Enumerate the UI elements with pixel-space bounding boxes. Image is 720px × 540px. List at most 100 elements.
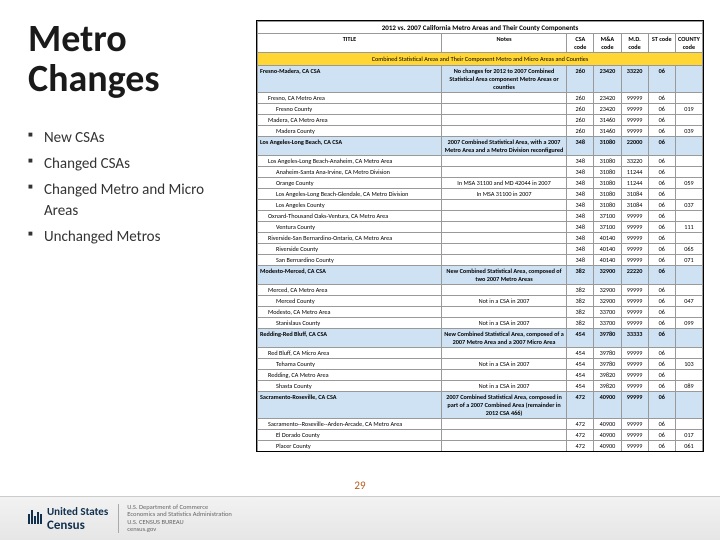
row-code: 382	[567, 296, 594, 307]
bullet-item: Unchanged Metros	[28, 227, 238, 247]
row-code: 472	[567, 392, 594, 419]
table-row: Redding-Red Bluff, CA CSANew Combined St…	[258, 329, 703, 348]
row-notes	[441, 200, 566, 211]
row-notes: In MSA 31100 in 2007	[441, 189, 566, 200]
row-title: Los Angeles-Long Beach, CA CSA	[258, 137, 442, 156]
row-code: 382	[567, 307, 594, 318]
row-code: 06	[648, 452, 675, 453]
row-code: 103	[675, 359, 702, 370]
row-code: 260	[567, 104, 594, 115]
row-code	[675, 211, 702, 222]
row-code: 99999	[621, 104, 648, 115]
row-code: 99999	[621, 244, 648, 255]
table-header-row: TITLE Notes CSA code M&A code M.D. code …	[258, 34, 703, 53]
row-code: 99999	[621, 222, 648, 233]
row-code: 31460	[594, 115, 621, 126]
table-row: Los Angeles County348310803108406037	[258, 200, 703, 211]
row-code	[675, 115, 702, 126]
row-title: Tehama County	[258, 359, 442, 370]
row-notes	[441, 233, 566, 244]
table-section-row: Combined Statistical Areas and Their Com…	[258, 53, 703, 66]
row-code: 33333	[621, 329, 648, 348]
row-code	[675, 266, 702, 285]
table-row: Madera County260314609999906039	[258, 126, 703, 137]
row-code: 111	[675, 222, 702, 233]
table-row: Shasta CountyNot in a CSA in 20074543982…	[258, 381, 703, 392]
bullet-list: New CSAs Changed CSAs Changed Metro and …	[28, 128, 238, 247]
row-code: 382	[567, 285, 594, 296]
row-code: 31080	[594, 189, 621, 200]
row-code	[675, 66, 702, 93]
row-code: 06	[648, 329, 675, 348]
row-code: 31084	[621, 189, 648, 200]
row-title: Modesto, CA Metro Area	[258, 307, 442, 318]
row-title: Riverside-San Bernardino-Ontario, CA Met…	[258, 233, 442, 244]
row-title: Madera, CA Metro Area	[258, 115, 442, 126]
row-code: 06	[648, 93, 675, 104]
row-notes	[441, 307, 566, 318]
left-column: Metro Changes New CSAs Changed CSAs Chan…	[28, 20, 238, 253]
row-notes: Not in a CSA in 2007	[441, 318, 566, 329]
row-code: 06	[648, 359, 675, 370]
table-row: Placer County472409009999906061	[258, 441, 703, 452]
row-notes	[441, 441, 566, 452]
table-row: Riverside County348401409999906065	[258, 244, 703, 255]
table-row: Riverside-San Bernardino-Ontario, CA Met…	[258, 233, 703, 244]
row-code: 06	[648, 419, 675, 430]
row-code: 06	[648, 307, 675, 318]
table-row: Los Angeles-Long Beach-Anaheim, CA Metro…	[258, 156, 703, 167]
row-code: 06	[648, 233, 675, 244]
row-code	[675, 156, 702, 167]
row-title: Fresno County	[258, 104, 442, 115]
row-title: Los Angeles-Long Beach-Glendale, CA Metr…	[258, 189, 442, 200]
table-row: Los Angeles-Long Beach, CA CSA2007 Combi…	[258, 137, 703, 156]
table-row: Stanislaus CountyNot in a CSA in 2007382…	[258, 318, 703, 329]
row-code: 472	[567, 430, 594, 441]
row-title: Red Bluff, CA Micro Area	[258, 348, 442, 359]
row-code	[675, 93, 702, 104]
table-row: Fresno County260234209999906019	[258, 104, 703, 115]
row-code: 06	[648, 137, 675, 156]
row-code: 099	[675, 318, 702, 329]
row-code: 06	[648, 115, 675, 126]
row-code: 06	[648, 296, 675, 307]
row-title: El Dorado County	[258, 430, 442, 441]
row-code: 32900	[594, 285, 621, 296]
row-title: Fresno, CA Metro Area	[258, 93, 442, 104]
row-notes	[441, 167, 566, 178]
row-code: 06	[648, 104, 675, 115]
row-code: 06	[648, 381, 675, 392]
row-code: 31080	[594, 178, 621, 189]
row-notes	[441, 156, 566, 167]
row-code: 40900	[594, 430, 621, 441]
row-title: Merced, CA Metro Area	[258, 285, 442, 296]
bullet-item: New CSAs	[28, 128, 238, 148]
table-row: Fresno-Madera, CA CSANo changes for 2012…	[258, 66, 703, 93]
row-code: 39780	[594, 359, 621, 370]
row-title: Riverside County	[258, 244, 442, 255]
row-code: 99999	[621, 348, 648, 359]
col-header: CSA code	[567, 34, 594, 53]
row-title: Fresno-Madera, CA CSA	[258, 66, 442, 93]
row-code: 260	[567, 115, 594, 126]
row-code: 99999	[621, 370, 648, 381]
row-code: 06	[648, 255, 675, 266]
row-code: 037	[675, 200, 702, 211]
row-code	[675, 392, 702, 419]
row-title: Orange County	[258, 178, 442, 189]
row-code: 33220	[621, 156, 648, 167]
table-body: Fresno-Madera, CA CSANo changes for 2012…	[258, 66, 703, 453]
row-notes	[441, 211, 566, 222]
row-notes	[441, 104, 566, 115]
row-title: Sacramento-Roseville, CA CSA	[258, 392, 442, 419]
row-notes	[441, 255, 566, 266]
row-title: Redding, CA Metro Area	[258, 370, 442, 381]
row-notes	[441, 93, 566, 104]
row-code: 99999	[621, 381, 648, 392]
row-code: 06	[648, 392, 675, 419]
row-title: Modesto-Merced, CA CSA	[258, 266, 442, 285]
row-code: 06	[648, 370, 675, 381]
row-code	[675, 137, 702, 156]
col-header: COUNTY code	[675, 34, 702, 53]
row-code: 33700	[594, 318, 621, 329]
